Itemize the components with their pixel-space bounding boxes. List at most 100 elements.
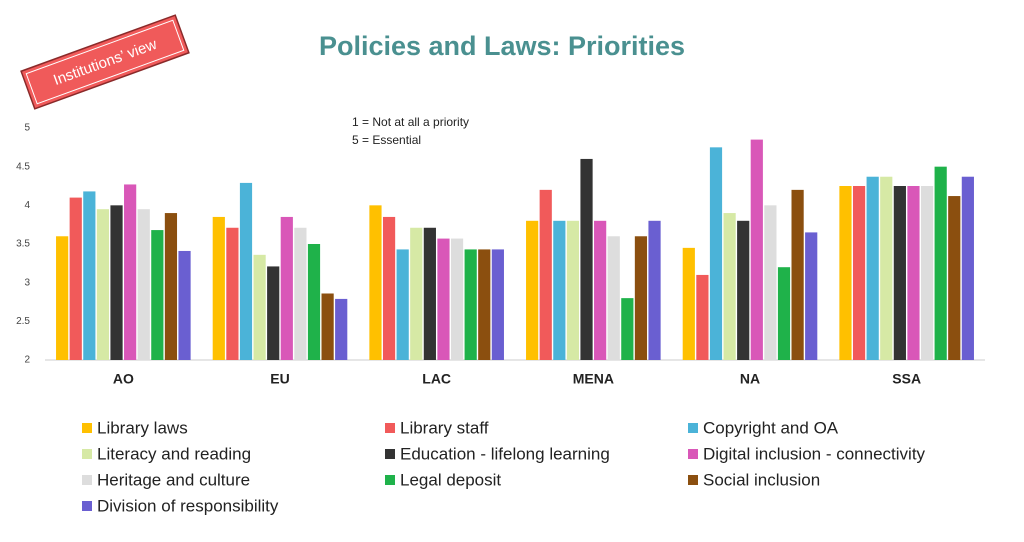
legend-swatch <box>82 423 92 433</box>
bar <box>178 250 191 360</box>
legend-label: Legal deposit <box>400 470 501 489</box>
y-tick-label: 5 <box>24 123 30 134</box>
bar <box>464 249 477 360</box>
bar <box>594 220 607 360</box>
legend-swatch <box>385 449 395 459</box>
bar <box>526 220 539 360</box>
bar <box>83 191 96 360</box>
x-tick-label: EU <box>270 371 289 387</box>
legend-label: Social inclusion <box>703 470 820 489</box>
badge: Institutions’ view <box>20 14 190 110</box>
bar <box>294 227 307 360</box>
legend-label: Literacy and reading <box>97 444 251 463</box>
legend-swatch <box>82 449 92 459</box>
bar <box>777 267 791 360</box>
bar <box>335 298 348 360</box>
bar <box>607 236 620 360</box>
bar <box>648 220 661 360</box>
bar <box>920 186 934 360</box>
legend-swatch <box>688 423 698 433</box>
bar <box>253 254 266 360</box>
legend-swatch <box>688 475 698 485</box>
legend-label: Heritage and culture <box>97 470 250 489</box>
bar <box>124 184 137 360</box>
x-tick-label: AO <box>113 371 134 387</box>
legend-label: Library staff <box>400 418 489 437</box>
bar <box>880 176 893 360</box>
bar <box>96 209 110 360</box>
bar <box>852 186 866 360</box>
legend-swatch <box>82 501 92 511</box>
bar <box>907 186 920 360</box>
bar <box>839 186 852 360</box>
legend-swatch <box>385 423 395 433</box>
bar <box>151 230 164 360</box>
bar <box>764 205 777 360</box>
bar <box>410 227 423 360</box>
bar <box>682 247 695 360</box>
legend-label: Education - lifelong learning <box>400 444 610 463</box>
bar <box>137 209 150 360</box>
bar <box>478 249 491 360</box>
bar <box>369 205 382 360</box>
bar <box>69 197 82 360</box>
bar <box>437 238 450 360</box>
y-tick-label: 2 <box>24 355 30 366</box>
annotation: 1 = Not at all a priority <box>352 115 469 129</box>
bar <box>750 139 763 360</box>
badge-box <box>20 14 190 110</box>
bar <box>239 182 253 360</box>
bar <box>791 189 804 360</box>
legend-label: Digital inclusion - connectivity <box>703 444 926 463</box>
chart-title: Policies and Laws: Priorities <box>319 31 685 61</box>
legend-swatch <box>385 475 395 485</box>
x-tick-label: SSA <box>892 371 921 387</box>
bar <box>226 227 239 360</box>
legend-label: Division of responsibility <box>97 496 279 515</box>
bar <box>709 147 723 360</box>
y-tick-label: 3.5 <box>16 239 30 250</box>
bar <box>621 298 634 360</box>
y-tick-label: 3 <box>24 277 30 288</box>
bar <box>539 189 552 360</box>
bar <box>450 238 464 360</box>
bar <box>553 220 566 360</box>
bar <box>634 236 648 360</box>
bar <box>696 274 709 360</box>
x-tick-label: LAC <box>422 371 451 387</box>
bar <box>56 236 69 360</box>
bar <box>723 213 736 360</box>
x-tick-label: MENA <box>573 371 614 387</box>
bar <box>934 166 947 360</box>
bar <box>307 244 321 360</box>
bar <box>382 216 396 360</box>
bar <box>396 249 409 360</box>
badge-border <box>25 19 185 105</box>
bar <box>961 176 974 360</box>
bar <box>164 213 178 360</box>
bar <box>866 176 879 360</box>
y-tick-label: 4.5 <box>16 161 30 172</box>
bar <box>423 227 436 360</box>
legend-label: Copyright and OA <box>703 418 839 437</box>
bar <box>805 232 818 360</box>
legend-label: Library laws <box>97 418 188 437</box>
bar <box>110 205 123 360</box>
y-tick-label: 2.5 <box>16 316 30 327</box>
bar <box>321 293 334 360</box>
bar <box>491 249 504 360</box>
bar <box>566 220 580 360</box>
bar <box>948 196 961 360</box>
bar <box>580 158 593 360</box>
bar <box>737 220 750 360</box>
y-tick-label: 4 <box>24 200 30 211</box>
bar <box>280 216 293 360</box>
x-tick-label: NA <box>740 371 760 387</box>
bar <box>893 186 906 360</box>
annotation: 5 = Essential <box>352 133 421 147</box>
bar <box>212 216 225 360</box>
bar <box>267 266 280 360</box>
legend-swatch <box>82 475 92 485</box>
legend-swatch <box>688 449 698 459</box>
